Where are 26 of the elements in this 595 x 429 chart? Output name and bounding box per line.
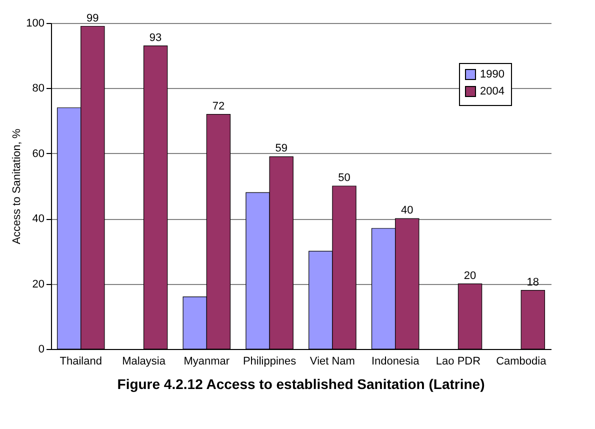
y-tick-label: 80 bbox=[32, 82, 44, 95]
y-tick-label: 0 bbox=[38, 344, 44, 356]
data-label: 40 bbox=[401, 204, 414, 217]
data-label: 50 bbox=[338, 172, 350, 184]
x-tick-label: Indonesia bbox=[371, 356, 420, 368]
x-tick-label: Thailand bbox=[60, 356, 102, 368]
y-tick-label: 100 bbox=[26, 18, 44, 30]
x-tick-label: Lao PDR bbox=[436, 356, 481, 368]
x-tick-label: Malaysia bbox=[122, 356, 166, 368]
y-axis-title: Access to Sanitation, % bbox=[11, 128, 24, 244]
legend-label: 2004 bbox=[480, 86, 504, 98]
data-label: 93 bbox=[149, 32, 162, 44]
x-tick-label: Viet Nam bbox=[310, 356, 355, 368]
text: Figure 4.2.12 Access to established Sanitation (Latrine) bbox=[117, 376, 485, 392]
data-label: 18 bbox=[526, 276, 540, 288]
data-label: 59 bbox=[275, 142, 288, 155]
legend-label: 1990 bbox=[480, 68, 504, 80]
x-tick-label: Philippines bbox=[242, 356, 297, 368]
data-label: 99 bbox=[86, 12, 99, 24]
data-label: 72 bbox=[212, 100, 225, 112]
y-tick-label: 60 bbox=[32, 148, 44, 160]
x-tick-label: Cambodia bbox=[496, 356, 548, 368]
y-tick-label: 20 bbox=[32, 278, 44, 290]
y-tick-label: 40 bbox=[32, 213, 44, 226]
data-label: 20 bbox=[464, 270, 476, 282]
x-tick-label: Myanmar bbox=[184, 356, 230, 368]
